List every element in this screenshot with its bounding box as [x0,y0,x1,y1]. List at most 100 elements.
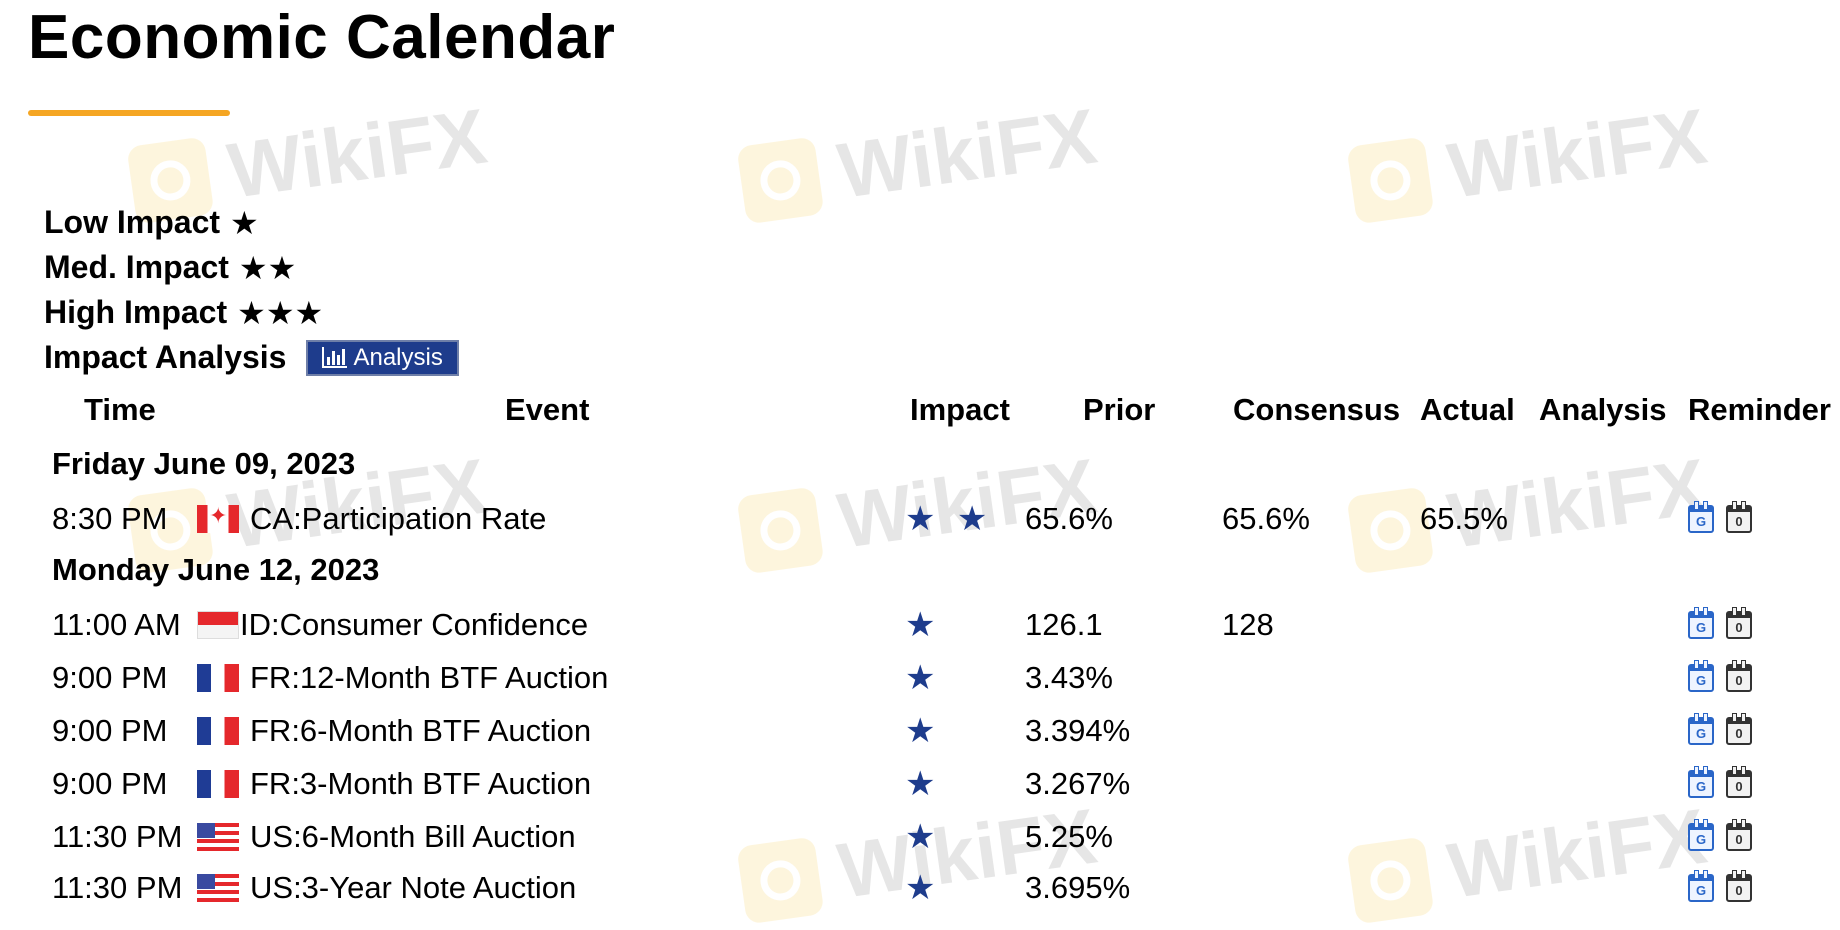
france-flag-icon [197,651,239,704]
event-time: 11:30 PM [52,818,183,854]
header-time: Time [84,392,156,427]
us-flag-icon [197,810,239,863]
google-calendar-icon[interactable]: G [1688,606,1714,639]
outlook-calendar-icon[interactable]: 0 [1726,606,1752,639]
table-row: 11:30 PM US:3-Year Note Auction ★ 3.695%… [0,861,1840,914]
star-icon: ★ [238,249,268,286]
event-name[interactable]: FR:12-Month BTF Auction [250,659,609,695]
legend-med-label: Med. Impact [44,249,229,285]
prior-value: 65.6% [1025,500,1113,536]
outlook-calendar-icon[interactable]: 0 [1726,765,1752,798]
watermark: WikiFX [735,91,1102,231]
wikifx-logo-icon [1346,135,1435,224]
canada-flag-icon [197,492,239,545]
google-calendar-icon[interactable]: G [1688,869,1714,902]
impact-stars: ★ [905,658,942,697]
impact-stars: ★ [905,868,942,907]
prior-value: 5.25% [1025,818,1113,854]
header-reminder: Reminder [1688,392,1831,427]
legend-impact-analysis: Impact Analysis Analysis [44,335,459,380]
event-name[interactable]: FR:6-Month BTF Auction [250,712,592,748]
date-heading: Friday June 09, 2023 [52,446,356,481]
impact-analysis-label: Impact Analysis [44,339,287,375]
legend-low-impact: Low Impact ★ [44,200,459,245]
google-calendar-icon[interactable]: G [1688,659,1714,692]
wikifx-logo-icon [736,135,825,224]
header-impact: Impact [910,392,1010,427]
table-row: 11:30 PM US:6-Month Bill Auction ★ 5.25%… [0,810,1840,863]
star-icon: ★ [237,294,266,331]
prior-value: 126.1 [1025,606,1103,642]
legend-high-label: High Impact [44,294,228,330]
analysis-button[interactable]: Analysis [306,339,459,376]
analysis-button-label: Analysis [353,343,443,371]
table-row: 9:00 PM FR:12-Month BTF Auction ★ 3.43% … [0,651,1840,704]
bar-chart-icon [322,347,348,368]
event-time: 11:30 PM [52,869,183,905]
table-row: 9:00 PM FR:6-Month BTF Auction ★ 3.394% … [0,704,1840,757]
watermark: WikiFX [1345,91,1712,231]
header-actual: Actual [1420,392,1515,427]
reminder-cell: G 0 [1688,598,1752,651]
impact-stars: ★ [905,817,942,856]
indonesia-flag-icon [197,598,239,651]
table-row: 9:00 PM FR:3-Month BTF Auction ★ 3.267% … [0,757,1840,810]
header-prior: Prior [1083,392,1156,427]
us-flag-icon [197,861,239,914]
reminder-cell: G 0 [1688,651,1752,704]
consensus-value: 128 [1222,606,1274,642]
title-underline [28,110,230,116]
star-icon: ★ [267,249,297,286]
event-time: 9:00 PM [52,765,168,801]
france-flag-icon [197,757,239,810]
reminder-cell: G 0 [1688,492,1752,545]
reminder-cell: G 0 [1688,704,1752,757]
star-icon: ★ [230,204,259,241]
header-analysis: Analysis [1539,392,1667,427]
reminder-cell: G 0 [1688,757,1752,810]
page-title: Economic Calendar [28,3,616,72]
google-calendar-icon[interactable]: G [1688,818,1714,851]
outlook-calendar-icon[interactable]: 0 [1726,500,1752,533]
header-consensus: Consensus [1233,392,1401,427]
france-flag-icon [197,704,239,757]
event-name[interactable]: US:6-Month Bill Auction [250,818,576,854]
legend-low-label: Low Impact [44,204,221,240]
prior-value: 3.695% [1025,869,1131,905]
date-heading: Monday June 12, 2023 [52,552,380,587]
prior-value: 3.43% [1025,659,1113,695]
impact-stars: ★ [905,605,942,644]
event-time: 8:30 PM [52,500,168,536]
impact-stars: ★ ★ [905,499,994,538]
star-icon: ★ [294,294,324,331]
reminder-cell: G 0 [1688,861,1752,914]
outlook-calendar-icon[interactable]: 0 [1726,712,1752,745]
outlook-calendar-icon[interactable]: 0 [1726,869,1752,902]
event-name[interactable]: CA:Participation Rate [250,500,547,536]
google-calendar-icon[interactable]: G [1688,765,1714,798]
impact-stars: ★ [905,764,942,803]
google-calendar-icon[interactable]: G [1688,500,1714,533]
reminder-cell: G 0 [1688,810,1752,863]
impact-stars: ★ [905,711,942,750]
star-icon: ★ [265,294,295,331]
header-event: Event [505,392,590,427]
legend-high-impact: High Impact ★ ★ ★ [44,290,459,335]
actual-value: 65.5% [1420,500,1508,536]
event-time: 11:00 AM [52,606,181,642]
outlook-calendar-icon[interactable]: 0 [1726,659,1752,692]
outlook-calendar-icon[interactable]: 0 [1726,818,1752,851]
google-calendar-icon[interactable]: G [1688,712,1714,745]
event-name[interactable]: FR:3-Month BTF Auction [250,765,592,801]
event-time: 9:00 PM [52,659,168,695]
consensus-value: 65.6% [1222,500,1310,536]
prior-value: 3.394% [1025,712,1131,748]
event-time: 9:00 PM [52,712,168,748]
prior-value: 3.267% [1025,765,1131,801]
table-row: 8:30 PM CA:Participation Rate ★ ★ 65.6% … [0,492,1840,545]
event-name[interactable]: US:3-Year Note Auction [250,869,577,905]
impact-legend: Low Impact ★ Med. Impact ★ ★ High Impact… [44,200,459,380]
event-name[interactable]: ID:Consumer Confidence [240,606,589,642]
legend-med-impact: Med. Impact ★ ★ [44,245,459,290]
table-row: 11:00 AM ID:Consumer Confidence ★ 126.1 … [0,598,1840,651]
